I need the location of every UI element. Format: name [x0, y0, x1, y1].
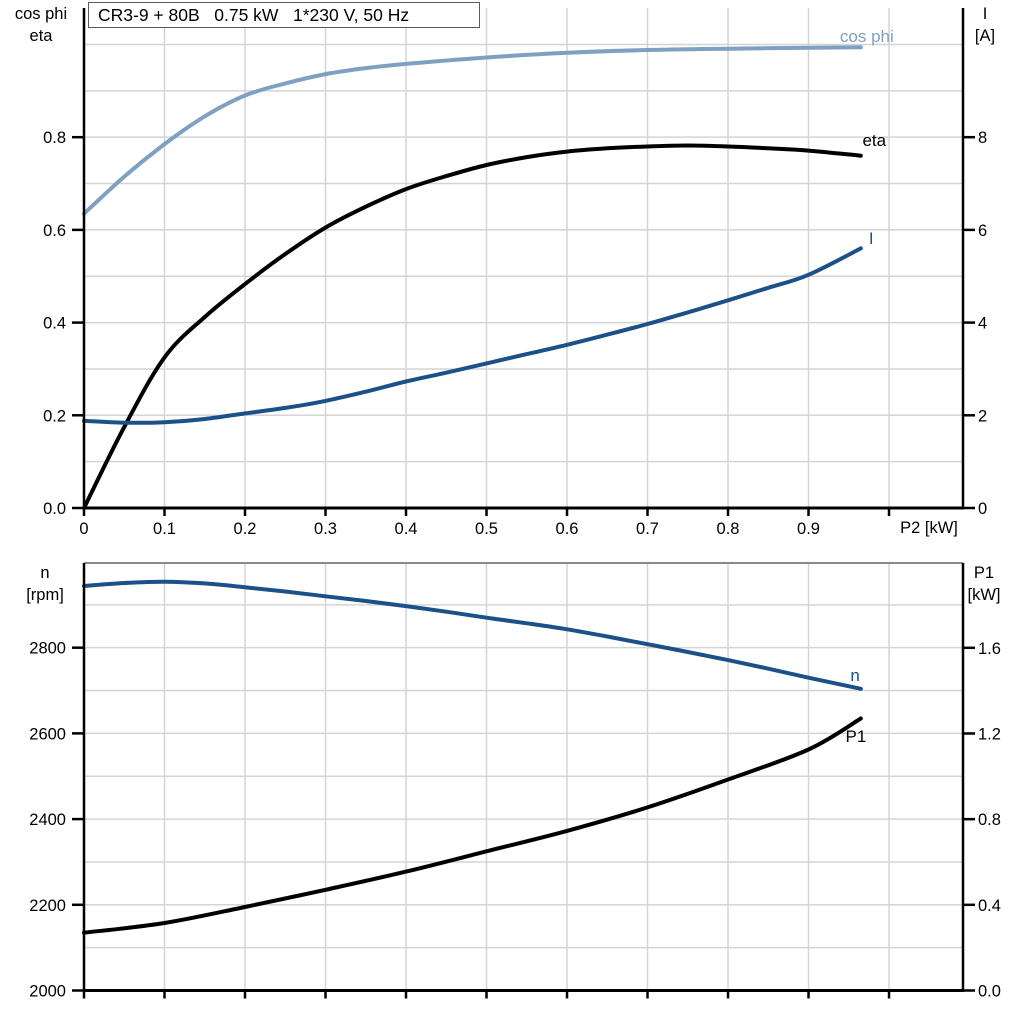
- x-tick-label: 0.4: [395, 520, 418, 538]
- y-axis-title-left: cos phi: [15, 5, 67, 23]
- y-tick-label-right: 4: [978, 315, 987, 333]
- y-tick-label-left: 2800: [29, 640, 66, 658]
- y-tick-label-right: 0: [978, 500, 987, 518]
- x-tick-label: 0.8: [717, 520, 740, 538]
- y-tick-label-right: 1.2: [978, 725, 1001, 743]
- y-axis-title-right: [A]: [975, 27, 995, 45]
- y-axis-title-right: [kW]: [968, 586, 1001, 604]
- y-tick-label-left: 0.2: [43, 407, 66, 425]
- y-tick-label-right: 2: [978, 407, 987, 425]
- y-tick-label-left: 2200: [29, 897, 66, 915]
- y-axis-title-right: P1: [974, 564, 994, 582]
- curve-label-p1: P1: [846, 727, 867, 746]
- y-axis-title-left: eta: [30, 27, 54, 45]
- x-tick-label: 0.3: [314, 520, 337, 538]
- y-tick-label-right: 1.6: [978, 640, 1001, 658]
- y-tick-label-left: 0.8: [43, 129, 66, 147]
- x-tick-label: 0.9: [797, 520, 820, 538]
- y-tick-label-right: 8: [978, 129, 987, 147]
- curve-eta: [82, 143, 863, 510]
- y-tick-label-left: 2600: [29, 725, 66, 743]
- x-tick-label: 0.7: [636, 520, 659, 538]
- x-axis-title: P2 [kW]: [900, 519, 958, 537]
- curve-n: [82, 579, 863, 691]
- x-tick-label: 0.2: [234, 520, 257, 538]
- title-box: CR3-9 + 80B 0.75 kW 1*230 V, 50 Hz: [88, 2, 480, 28]
- curve-p1: [82, 716, 863, 935]
- y-tick-label-left: 2000: [29, 983, 66, 1001]
- curve-cos-phi: [82, 45, 863, 216]
- curve-label-n: n: [850, 666, 859, 685]
- y-axis-title-right: I: [983, 5, 988, 23]
- y-tick-label-left: 2400: [29, 811, 66, 829]
- y-tick-label-left: 0.4: [43, 315, 66, 333]
- y-tick-label-left: 0.0: [43, 500, 66, 518]
- curve-i: [82, 246, 863, 425]
- curve-label-cos-phi: cos phi: [840, 27, 894, 46]
- y-axis-title-left: [rpm]: [26, 586, 64, 604]
- curve-label-eta: eta: [862, 131, 886, 150]
- y-tick-label-left: 0.6: [43, 222, 66, 240]
- y-tick-label-right: 0.0: [978, 983, 1001, 1001]
- y-tick-label-right: 0.4: [978, 897, 1001, 915]
- x-tick-label: 0: [79, 520, 88, 538]
- y-tick-label-right: 6: [978, 222, 987, 240]
- x-tick-label: 0.1: [153, 520, 176, 538]
- x-tick-label: 0.5: [475, 520, 498, 538]
- y-axis-title-left: n: [40, 564, 49, 582]
- y-tick-label-right: 0.8: [978, 811, 1001, 829]
- x-tick-label: 0.6: [556, 520, 579, 538]
- chart-title: CR3-9 + 80B 0.75 kW 1*230 V, 50 Hz: [98, 4, 410, 25]
- curve-label-i: I: [869, 229, 874, 248]
